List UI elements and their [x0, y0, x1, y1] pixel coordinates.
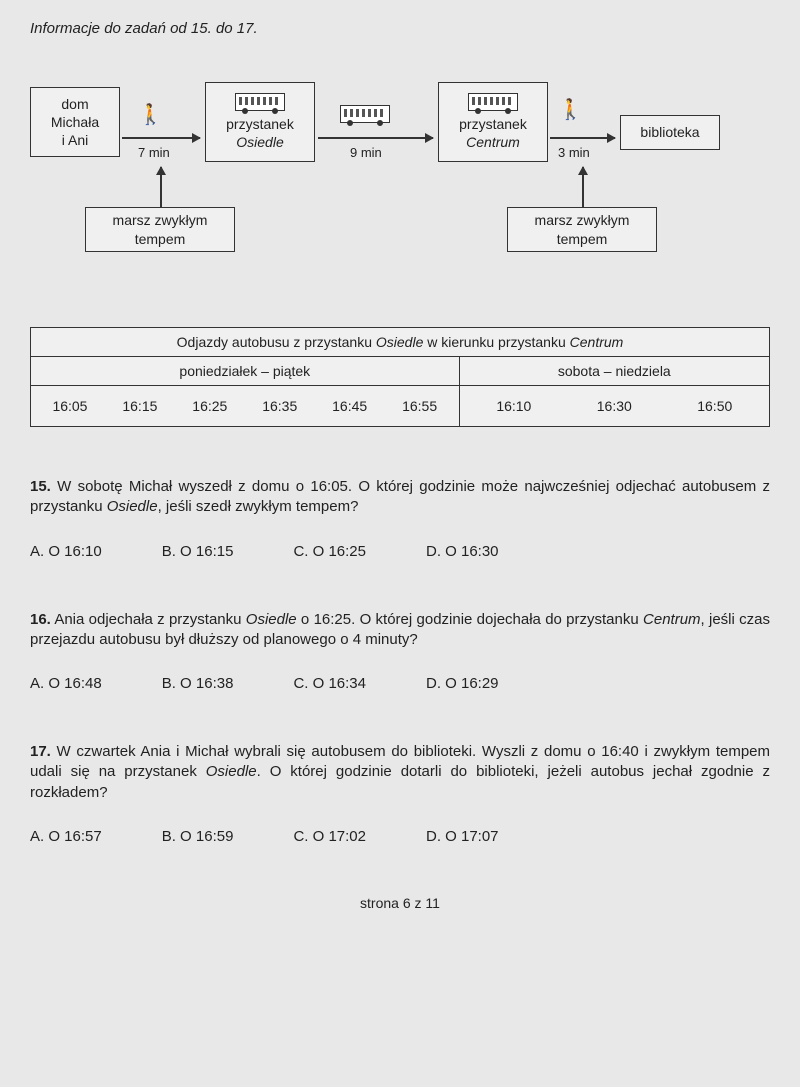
weekday-times-cell: 16:05 16:15 16:25 16:35 16:45 16:55 — [31, 386, 460, 427]
time-cell: 16:45 — [315, 392, 385, 420]
box-tempo-2: marsz zwykłym tempem — [507, 207, 657, 252]
time-bus: 9 min — [350, 145, 382, 160]
arrow-osiedle-centrum — [318, 137, 433, 139]
question-15: 15. W sobotę Michał wyszedł z domu o 16:… — [30, 477, 770, 560]
option-d[interactable]: D. O 17:07 — [426, 828, 499, 845]
question-text: 16. Ania odjechała z przystanku Osiedle … — [30, 610, 770, 651]
title-part: w kierunku przystanku — [423, 334, 569, 350]
time-cell: 16:35 — [245, 392, 315, 420]
time-walk-2: 3 min — [558, 145, 590, 160]
pedestrian-icon: 🚶 — [138, 102, 163, 127]
question-text: 15. W sobotę Michał wyszedł z domu o 16:… — [30, 477, 770, 518]
question-16: 16. Ania odjechała z przystanku Osiedle … — [30, 610, 770, 693]
option-a[interactable]: A. O 16:48 — [30, 675, 102, 692]
pedestrian-icon: 🚶 — [558, 97, 583, 122]
time-cell: 16:30 — [564, 392, 664, 420]
bus-icon-inline — [340, 105, 390, 127]
weekend-times-cell: 16:10 16:30 16:50 — [459, 386, 769, 427]
route-diagram: dom Michała i Ani 🚶 7 min przystanek Osi… — [30, 67, 770, 297]
option-c[interactable]: C. O 16:25 — [293, 543, 366, 560]
box-home: dom Michała i Ani — [30, 87, 120, 157]
option-a[interactable]: A. O 16:57 — [30, 828, 102, 845]
time-cell: 16:05 — [35, 392, 105, 420]
weekday-header: poniedziałek – piątek — [31, 357, 460, 386]
bus-icon — [235, 93, 285, 111]
arrow-home-osiedle — [122, 137, 200, 139]
time-cell: 16:50 — [665, 392, 765, 420]
title-part: Odjazdy autobusu z przystanku — [177, 334, 376, 350]
option-d[interactable]: D. O 16:29 — [426, 675, 499, 692]
qtext: o 16:25. O której godzinie dojechała do … — [297, 611, 643, 628]
centrum-label-1: przystanek — [459, 115, 527, 133]
qtext-italic: Osiedle — [246, 611, 297, 628]
osiedle-label-2: Osiedle — [236, 133, 283, 151]
qtext-italic: Osiedle — [107, 498, 158, 515]
instructions-text: Informacje do zadań od 15. do 17. — [30, 20, 770, 37]
option-c[interactable]: C. O 16:34 — [293, 675, 366, 692]
option-b[interactable]: B. O 16:59 — [162, 828, 234, 845]
time-cell: 16:15 — [105, 392, 175, 420]
options-row: A. O 16:57 B. O 16:59 C. O 17:02 D. O 17… — [30, 828, 770, 845]
weekend-header: sobota – niedziela — [459, 357, 769, 386]
qtext: Ania odjechała z przystanku — [51, 611, 246, 628]
title-centrum: Centrum — [570, 334, 624, 350]
options-row: A. O 16:10 B. O 16:15 C. O 16:25 D. O 16… — [30, 543, 770, 560]
qtext-italic: Osiedle — [206, 763, 257, 780]
time-cell: 16:10 — [464, 392, 564, 420]
schedule-title: Odjazdy autobusu z przystanku Osiedle w … — [31, 328, 770, 357]
time-cell: 16:25 — [175, 392, 245, 420]
qtext: , jeśli szedł zwykłym tempem? — [158, 498, 359, 515]
time-walk-1: 7 min — [138, 145, 170, 160]
centrum-label-2: Centrum — [466, 133, 520, 151]
option-b[interactable]: B. O 16:15 — [162, 543, 234, 560]
question-number: 17. — [30, 743, 51, 760]
box-library: biblioteka — [620, 115, 720, 150]
options-row: A. O 16:48 B. O 16:38 C. O 16:34 D. O 16… — [30, 675, 770, 692]
question-text: 17. W czwartek Ania i Michał wybrali się… — [30, 742, 770, 803]
osiedle-label-1: przystanek — [226, 115, 294, 133]
bus-icon — [468, 93, 518, 111]
question-number: 16. — [30, 611, 51, 628]
box-osiedle: przystanek Osiedle — [205, 82, 315, 162]
option-b[interactable]: B. O 16:38 — [162, 675, 234, 692]
box-centrum: przystanek Centrum — [438, 82, 548, 162]
option-c[interactable]: C. O 17:02 — [293, 828, 366, 845]
question-17: 17. W czwartek Ania i Michał wybrali się… — [30, 742, 770, 845]
arrow-centrum-library — [550, 137, 615, 139]
option-d[interactable]: D. O 16:30 — [426, 543, 499, 560]
question-number: 15. — [30, 478, 51, 495]
arrow-tempo-1 — [160, 167, 162, 207]
schedule-table: Odjazdy autobusu z przystanku Osiedle w … — [30, 327, 770, 427]
box-tempo-1: marsz zwykłym tempem — [85, 207, 235, 252]
time-cell: 16:55 — [385, 392, 455, 420]
title-osiedle: Osiedle — [376, 334, 423, 350]
page-footer: strona 6 z 11 — [30, 895, 770, 911]
qtext-italic: Centrum — [643, 611, 701, 628]
option-a[interactable]: A. O 16:10 — [30, 543, 102, 560]
arrow-tempo-2 — [582, 167, 584, 207]
